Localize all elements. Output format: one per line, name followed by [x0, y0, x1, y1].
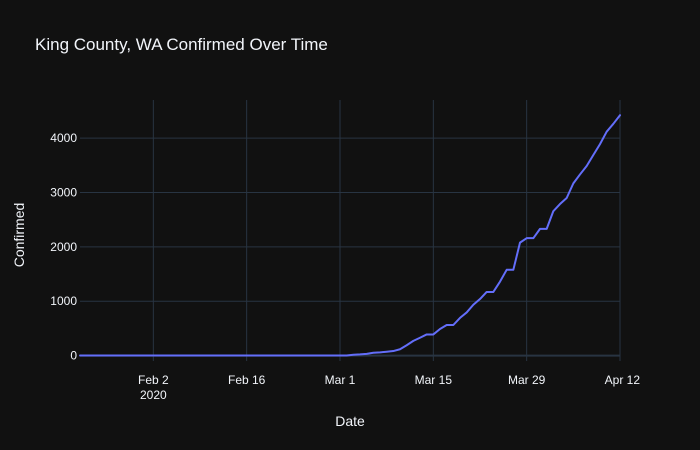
x-tick-label: Mar 1 — [325, 373, 356, 387]
series-layer — [79, 114, 621, 357]
x-tick-label: Mar 15 — [415, 373, 453, 387]
chart-title: King County, WA Confirmed Over Time — [35, 35, 328, 54]
y-tick-label: 4000 — [50, 131, 77, 145]
y-axis-title: Confirmed — [11, 203, 27, 268]
x-tick-label: Feb 2 — [138, 373, 169, 387]
x-tick-sublabel: 2020 — [140, 388, 167, 402]
x-axis-title: Date — [335, 413, 365, 429]
y-tick-label: 1000 — [50, 294, 77, 308]
y-tick-label: 2000 — [50, 240, 77, 254]
y-tick-labels: 0 1000 2000 3000 4000 — [50, 131, 77, 363]
x-tick-label: Mar 29 — [508, 373, 546, 387]
series-line — [79, 114, 621, 357]
x-tick-label: Apr 12 — [605, 373, 641, 387]
y-tick-label: 3000 — [50, 185, 77, 199]
x-tick-label: Feb 16 — [228, 373, 266, 387]
y-tick-label: 0 — [70, 349, 77, 363]
